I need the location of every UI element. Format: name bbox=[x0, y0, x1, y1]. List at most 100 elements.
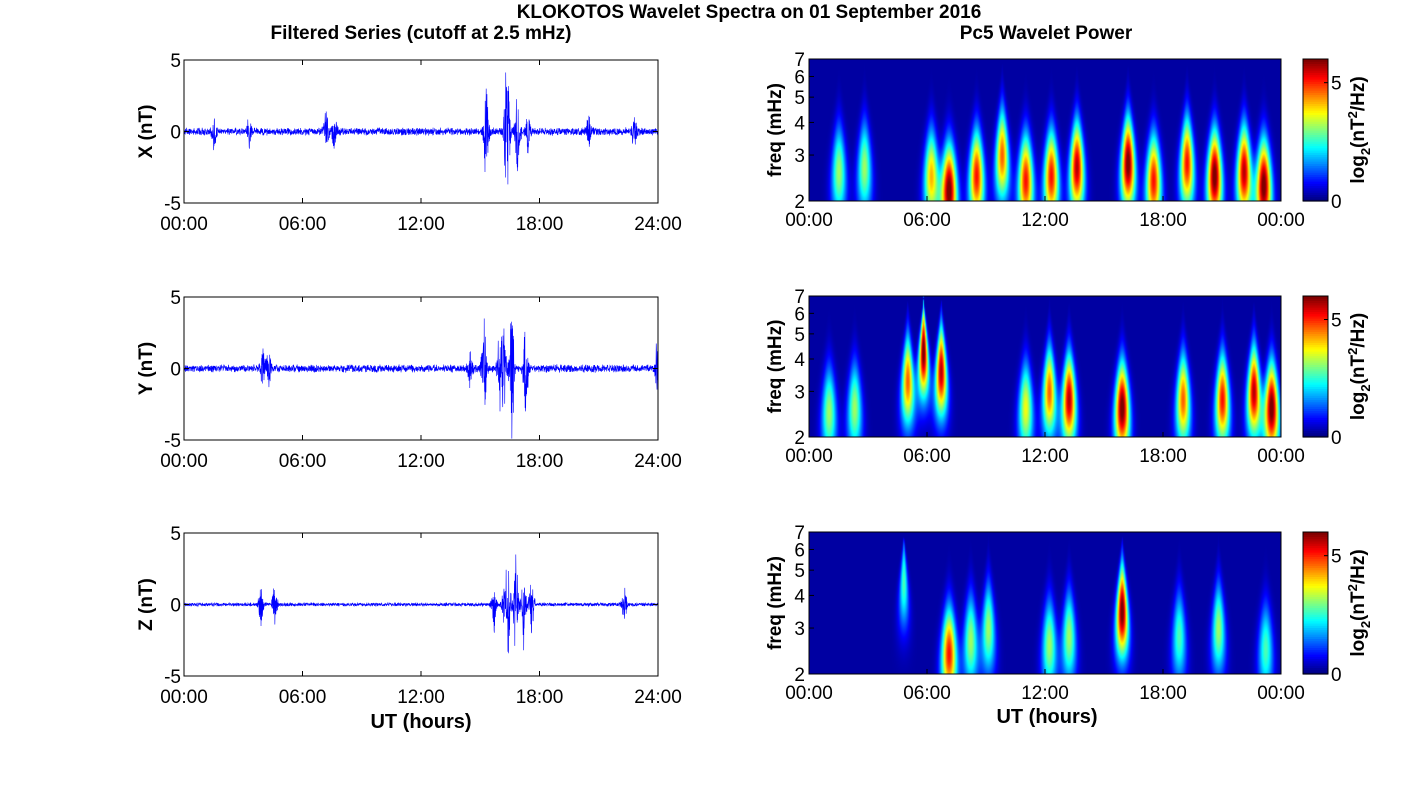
colorbar-step bbox=[1303, 669, 1328, 673]
colorbar-step bbox=[1303, 342, 1328, 346]
colorbar-step bbox=[1303, 165, 1328, 169]
colorbar-step bbox=[1303, 176, 1328, 180]
colorbar-step bbox=[1303, 169, 1328, 173]
freq-tick-label: 7 bbox=[794, 287, 805, 308]
colorbar-step bbox=[1303, 196, 1328, 200]
colorbar-step bbox=[1303, 410, 1328, 414]
colorbar-step bbox=[1303, 63, 1328, 67]
colorbar-step bbox=[1303, 163, 1328, 167]
colorbar-step bbox=[1303, 335, 1328, 339]
colorbar-step bbox=[1303, 580, 1328, 584]
freq-tick-label: 5 bbox=[794, 325, 805, 346]
colorbar-step bbox=[1303, 629, 1328, 633]
colorbar-step bbox=[1303, 178, 1328, 182]
colorbar-step bbox=[1303, 331, 1328, 335]
colorbar-step bbox=[1303, 538, 1328, 542]
freq-tick-label: 7 bbox=[794, 523, 805, 544]
colorbar-tick-label: 0 bbox=[1331, 665, 1342, 686]
colorbar-step bbox=[1303, 563, 1328, 566]
colorbar-step bbox=[1303, 130, 1328, 133]
colorbar-step bbox=[1303, 417, 1328, 420]
spectrum-power-image bbox=[809, 59, 1281, 201]
colorbar-step bbox=[1303, 647, 1328, 651]
colorbar-step bbox=[1303, 381, 1328, 385]
colorbar-step bbox=[1303, 569, 1328, 573]
colorbar-step bbox=[1303, 390, 1328, 394]
colorbar-step bbox=[1303, 370, 1328, 374]
time-tick-label: 00:00 bbox=[785, 683, 833, 704]
colorbar-step bbox=[1303, 587, 1328, 591]
colorbar-step bbox=[1303, 96, 1328, 100]
colorbar-step bbox=[1303, 121, 1328, 124]
colorbar-step bbox=[1303, 642, 1328, 646]
colorbar-step bbox=[1303, 421, 1328, 425]
colorbar-step bbox=[1303, 428, 1328, 431]
colorbar-step bbox=[1303, 324, 1328, 328]
colorbar-step bbox=[1303, 392, 1328, 396]
colorbar-step bbox=[1303, 638, 1328, 642]
colorbar-step bbox=[1303, 540, 1328, 544]
colorbar-step bbox=[1303, 585, 1328, 589]
time-tick-label: 00:00 bbox=[1257, 446, 1305, 467]
colorbar-step bbox=[1303, 110, 1328, 113]
colorbar-step bbox=[1303, 558, 1328, 562]
freq-tick-label: 6 bbox=[794, 304, 805, 325]
colorbar-frame bbox=[1302, 58, 1329, 202]
colorbar-step bbox=[1303, 671, 1328, 675]
colorbar-step bbox=[1303, 296, 1328, 299]
colorbar-step bbox=[1303, 61, 1328, 65]
right-column-title: Pc5 Wavelet Power bbox=[960, 23, 1133, 44]
colorbar-step bbox=[1303, 532, 1328, 535]
y-tick-label: -5 bbox=[164, 431, 181, 452]
freq-tick-label: 3 bbox=[794, 146, 805, 167]
colorbar-step bbox=[1303, 384, 1328, 387]
figure-title: KLOKOTOS Wavelet Spectra on 01 September… bbox=[517, 2, 982, 23]
colorbar-step bbox=[1303, 107, 1328, 111]
colorbar-tick-label: 0 bbox=[1331, 192, 1342, 213]
colorbar-step bbox=[1303, 187, 1328, 191]
colorbar-step bbox=[1303, 340, 1328, 343]
colorbar-step bbox=[1303, 167, 1328, 171]
colorbar-step bbox=[1303, 618, 1328, 622]
colorbar-step bbox=[1303, 114, 1328, 118]
colorbar-step bbox=[1303, 414, 1328, 418]
colorbar-step bbox=[1303, 605, 1328, 609]
colorbar-step bbox=[1303, 543, 1328, 546]
colorbar-tick-label: 5 bbox=[1331, 547, 1342, 568]
series-line bbox=[183, 554, 659, 654]
colorbar-step bbox=[1303, 631, 1328, 635]
colorbar-step bbox=[1303, 78, 1328, 82]
series-y-axis-label: Z (nT) bbox=[136, 578, 157, 631]
time-tick-label: 18:00 bbox=[1139, 210, 1187, 231]
freq-tick-label: 5 bbox=[794, 88, 805, 109]
colorbar-step bbox=[1303, 603, 1328, 606]
colorbar-label: log2(nT2/Hz) bbox=[1345, 313, 1373, 420]
colorbar-step bbox=[1303, 116, 1328, 120]
colorbar-step bbox=[1303, 620, 1328, 624]
colorbar-step bbox=[1303, 320, 1328, 324]
colorbar-step bbox=[1303, 399, 1328, 403]
x-tick-label: 24:00 bbox=[634, 687, 682, 708]
colorbar-tick-label: 5 bbox=[1331, 311, 1342, 332]
colorbar-step bbox=[1303, 386, 1328, 390]
colorbar-step bbox=[1303, 189, 1328, 193]
colorbar-step bbox=[1303, 549, 1328, 553]
x-tick-label: 12:00 bbox=[397, 687, 445, 708]
colorbar-tick-label: 5 bbox=[1331, 74, 1342, 95]
colorbar-step bbox=[1303, 174, 1328, 178]
colorbar-step bbox=[1303, 351, 1328, 354]
x-tick-label: 00:00 bbox=[160, 214, 208, 235]
freq-tick-label: 4 bbox=[794, 586, 805, 607]
colorbar-step bbox=[1303, 313, 1328, 317]
colorbar-step bbox=[1303, 149, 1328, 153]
colorbar-step bbox=[1303, 373, 1328, 376]
spectrum-power-image bbox=[809, 296, 1281, 437]
colorbar-step bbox=[1303, 172, 1328, 175]
colorbar-step bbox=[1303, 654, 1328, 657]
time-tick-label: 00:00 bbox=[1257, 210, 1305, 231]
colorbar-step bbox=[1303, 379, 1328, 383]
colorbar-step bbox=[1303, 574, 1328, 577]
